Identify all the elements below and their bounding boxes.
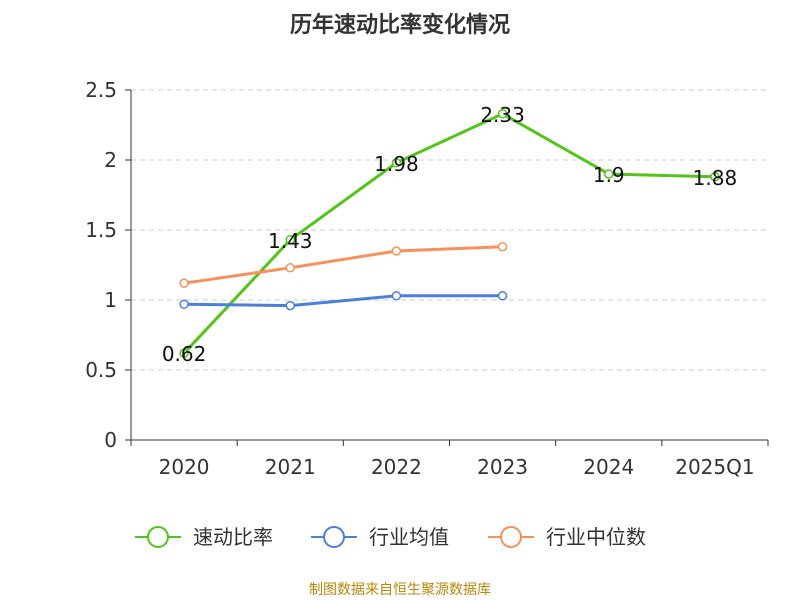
- legend-marker: [147, 526, 169, 548]
- data-point: [497, 109, 508, 119]
- data-point: [391, 158, 402, 168]
- data-point: [604, 169, 614, 179]
- legend[interactable]: 速动比率 行业均值 行业中位数: [135, 525, 646, 549]
- legend-item[interactable]: 行业中位数: [488, 525, 646, 549]
- chart-title: 历年速动比率变化情况: [290, 12, 510, 38]
- legend-marker: [323, 526, 345, 548]
- legend-label: 行业均值: [369, 525, 449, 549]
- axes: 0 0.5 1 1.5 2 2.5 2020 2021 2022 2023 2024 2025Q1: [85, 78, 769, 479]
- series-line: [183, 245, 503, 285]
- data-point: [285, 235, 295, 245]
- data-labels: 0.62 1.43 1.98 2.33 1.9 1.88: [162, 103, 737, 366]
- y-tick-label: 1: [104, 288, 117, 312]
- data-label: 1.43: [268, 229, 313, 253]
- data-point: [285, 263, 295, 273]
- series: [179, 109, 720, 358]
- x-tick-label: 2023: [477, 455, 528, 479]
- data-point: [179, 348, 189, 358]
- data-label: 2.33: [480, 103, 525, 127]
- legend-item[interactable]: 行业均值: [311, 525, 449, 549]
- data-point: [391, 291, 402, 301]
- source-note: 制图数据来自恒生聚源数据库: [309, 582, 491, 598]
- legend-label: 行业中位数: [546, 525, 646, 549]
- x-tick-label: 2022: [371, 455, 422, 479]
- legend-marker: [500, 526, 522, 548]
- legend-label: 速动比率: [193, 525, 273, 549]
- data-point: [497, 291, 508, 301]
- series-line: [184, 294, 503, 308]
- data-point: [179, 278, 189, 288]
- legend-item[interactable]: 速动比率: [135, 525, 273, 549]
- y-tick-label: 1.5: [85, 218, 117, 242]
- x-tick-label: 2020: [159, 455, 210, 479]
- series-line: [182, 112, 715, 355]
- x-tick-label: 2025Q1: [675, 455, 754, 479]
- grid: [131, 89, 768, 371]
- y-tick-label: 2.5: [85, 78, 117, 102]
- y-tick-label: 2: [104, 148, 117, 172]
- data-point: [285, 300, 295, 311]
- data-point: [710, 172, 720, 182]
- data-label: 1.98: [374, 152, 419, 176]
- data-point: [497, 242, 508, 252]
- x-tick-label: 2024: [583, 455, 634, 479]
- y-tick-label: 0.5: [85, 358, 117, 382]
- y-tick-label: 0: [104, 428, 117, 452]
- data-label: 1.9: [593, 163, 625, 187]
- data-point: [179, 299, 189, 309]
- data-point: [391, 246, 402, 256]
- data-label: 1.88: [693, 166, 738, 190]
- x-tick-label: 2021: [265, 455, 316, 479]
- data-label: 0.62: [162, 342, 207, 366]
